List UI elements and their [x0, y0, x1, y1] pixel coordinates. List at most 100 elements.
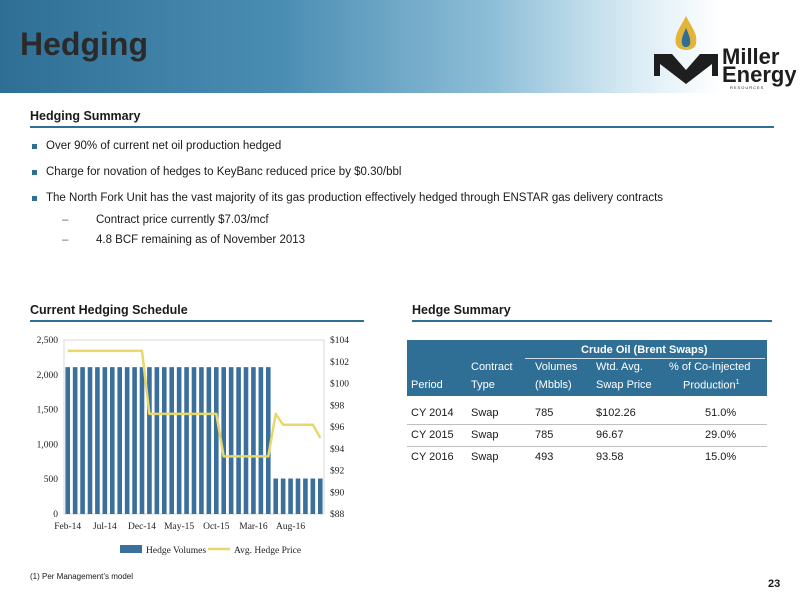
- hedge-volume-bar: [184, 367, 189, 514]
- table-rule: [412, 320, 772, 322]
- row-divider: [407, 424, 767, 425]
- bullet-square-icon: [32, 170, 37, 175]
- hedge-volume-bar: [206, 367, 212, 514]
- hedge-volume-bar: [221, 367, 227, 514]
- hedge-volume-bar: [80, 367, 85, 514]
- hedging-schedule-chart: 0 500 1,000 1,500 2,000 2,500 $88 $90 $92 $94 $96 $…: [37, 335, 350, 556]
- x-tick-label: Mar-16: [239, 522, 268, 532]
- table-heading: Hedge Summary: [412, 303, 511, 317]
- footnote-marker: 1: [735, 379, 740, 386]
- cell-pct: 29.0%: [705, 429, 737, 441]
- flame-icon: [675, 16, 697, 50]
- cell-type: Swap: [471, 407, 499, 419]
- col-header-swap-price: Swap Price: [596, 379, 652, 391]
- hedge-volume-bar: [258, 367, 264, 514]
- bullet-text: Charge for novation of hedges to KeyBanc…: [46, 166, 402, 178]
- sub-bullet-item: – 4.8 BCF remaining as of November 2013: [32, 234, 772, 254]
- hedge-volume-bar: [95, 367, 100, 514]
- sub-bullet-text: 4.8 BCF remaining as of November 2013: [96, 234, 306, 246]
- page-title: Hedging: [20, 26, 148, 62]
- summary-rule: [30, 126, 774, 128]
- hedge-volume-bar: [87, 367, 93, 514]
- x-tick-label: Jul-14: [93, 522, 117, 532]
- y-right-tick-label: $94: [330, 444, 345, 455]
- hedge-volume-bar: [147, 367, 152, 514]
- row-divider: [407, 446, 767, 447]
- cell-pct: 15.0%: [705, 451, 737, 463]
- y-right-tick-label: $96: [330, 422, 345, 433]
- logo-m-mark: [654, 54, 718, 84]
- group-underline: [525, 358, 765, 359]
- hedge-volume-bar: [251, 367, 256, 514]
- table-header: Crude Oil (Brent Swaps) Period Contract …: [407, 340, 767, 396]
- chart-rule: [30, 320, 364, 322]
- hedge-volume-bar: [310, 478, 316, 514]
- hedge-volume-bar: [176, 367, 182, 514]
- hedge-volume-bar: [265, 367, 271, 514]
- hedge-volume-bar: [117, 367, 123, 514]
- bullet-item: Over 90% of current net oil production h…: [32, 140, 772, 166]
- cell-volume: 493: [535, 451, 554, 463]
- y-left-tick-label: 500: [44, 475, 59, 485]
- hedge-volume-bar: [191, 367, 197, 514]
- hedge-volume-bar: [169, 367, 175, 514]
- hedge-volume-bar: [72, 367, 78, 514]
- hedge-volume-bar: [213, 367, 219, 514]
- x-tick-label: Oct-15: [203, 522, 230, 532]
- y-right-tick-label: $102: [330, 357, 349, 368]
- y-right-tick-label: $92: [330, 466, 345, 477]
- legend-bar-swatch: [120, 545, 142, 553]
- group-header: Crude Oil (Brent Swaps): [581, 344, 708, 356]
- y-right-tick-label: $90: [330, 487, 345, 498]
- footnote: (1) Per Management’s model: [30, 572, 134, 581]
- legend-label-hedge-volumes: Hedge Volumes: [146, 546, 206, 556]
- hedge-volume-bar: [109, 367, 115, 514]
- bullet-item: The North Fork Unit has the vast majorit…: [32, 192, 772, 214]
- summary-bullets: Over 90% of current net oil production h…: [32, 140, 772, 254]
- cell-period: CY 2015: [411, 429, 454, 441]
- y-left-tick-label: 2,500: [37, 336, 59, 346]
- hedge-volume-bar: [228, 367, 234, 514]
- hedge-volume-bar: [243, 367, 249, 514]
- cell-pct: 51.0%: [705, 407, 737, 419]
- y-left-tick-label: 2,000: [37, 371, 59, 381]
- y-right-tick-label: $100: [330, 379, 349, 390]
- col-header-wtd-avg: Wtd. Avg.: [596, 361, 643, 373]
- chart-heading: Current Hedging Schedule: [30, 303, 188, 317]
- logo-line2: Energy: [722, 62, 796, 87]
- hedge-volume-bar: [199, 367, 204, 514]
- col-header-type: Type: [471, 379, 495, 391]
- x-tick-label: Feb-14: [54, 522, 81, 532]
- hedge-volume-bar: [236, 367, 241, 514]
- bullet-item: Charge for novation of hedges to KeyBanc…: [32, 166, 772, 192]
- cell-price: $102.26: [596, 407, 636, 419]
- legend-label-avg-hedge-price: Avg. Hedge Price: [234, 546, 301, 556]
- y-left-tick-label: 0: [53, 510, 58, 520]
- avg-hedge-price-line: [67, 349, 322, 458]
- bullet-text: Over 90% of current net oil production h…: [46, 140, 282, 152]
- hedge-volume-bar: [288, 478, 293, 514]
- page-number: 23: [768, 578, 781, 590]
- col-header-contract: Contract: [471, 361, 513, 373]
- x-tick-label: Aug-16: [276, 522, 305, 532]
- hedge-volume-bar: [139, 367, 145, 514]
- cell-period: CY 2016: [411, 451, 454, 463]
- bullet-text: The North Fork Unit has the vast majorit…: [46, 192, 664, 204]
- cell-volume: 785: [535, 407, 554, 419]
- logo-line3: RESOURCES: [730, 85, 764, 90]
- y-left-tick-label: 1,500: [37, 406, 59, 416]
- production-label: Production: [683, 379, 736, 392]
- bullet-square-icon: [32, 144, 37, 149]
- hedge-volume-bar: [273, 478, 279, 514]
- sub-bullet-text: Contract price currently $7.03/mcf: [96, 214, 269, 226]
- summary-heading: Hedging Summary: [30, 109, 141, 123]
- sub-bullet-item: – Contract price currently $7.03/mcf: [32, 214, 772, 234]
- dash-icon: –: [62, 214, 69, 226]
- col-header-pct-co-injected: % of Co-Injected: [669, 361, 751, 373]
- cell-type: Swap: [471, 429, 499, 441]
- cell-price: 93.58: [596, 451, 624, 463]
- hedge-volume-bar: [295, 478, 301, 514]
- col-header-period: Period: [411, 379, 443, 391]
- bullet-square-icon: [32, 196, 37, 201]
- company-logo: Miller Energy RESOURCES: [654, 16, 796, 90]
